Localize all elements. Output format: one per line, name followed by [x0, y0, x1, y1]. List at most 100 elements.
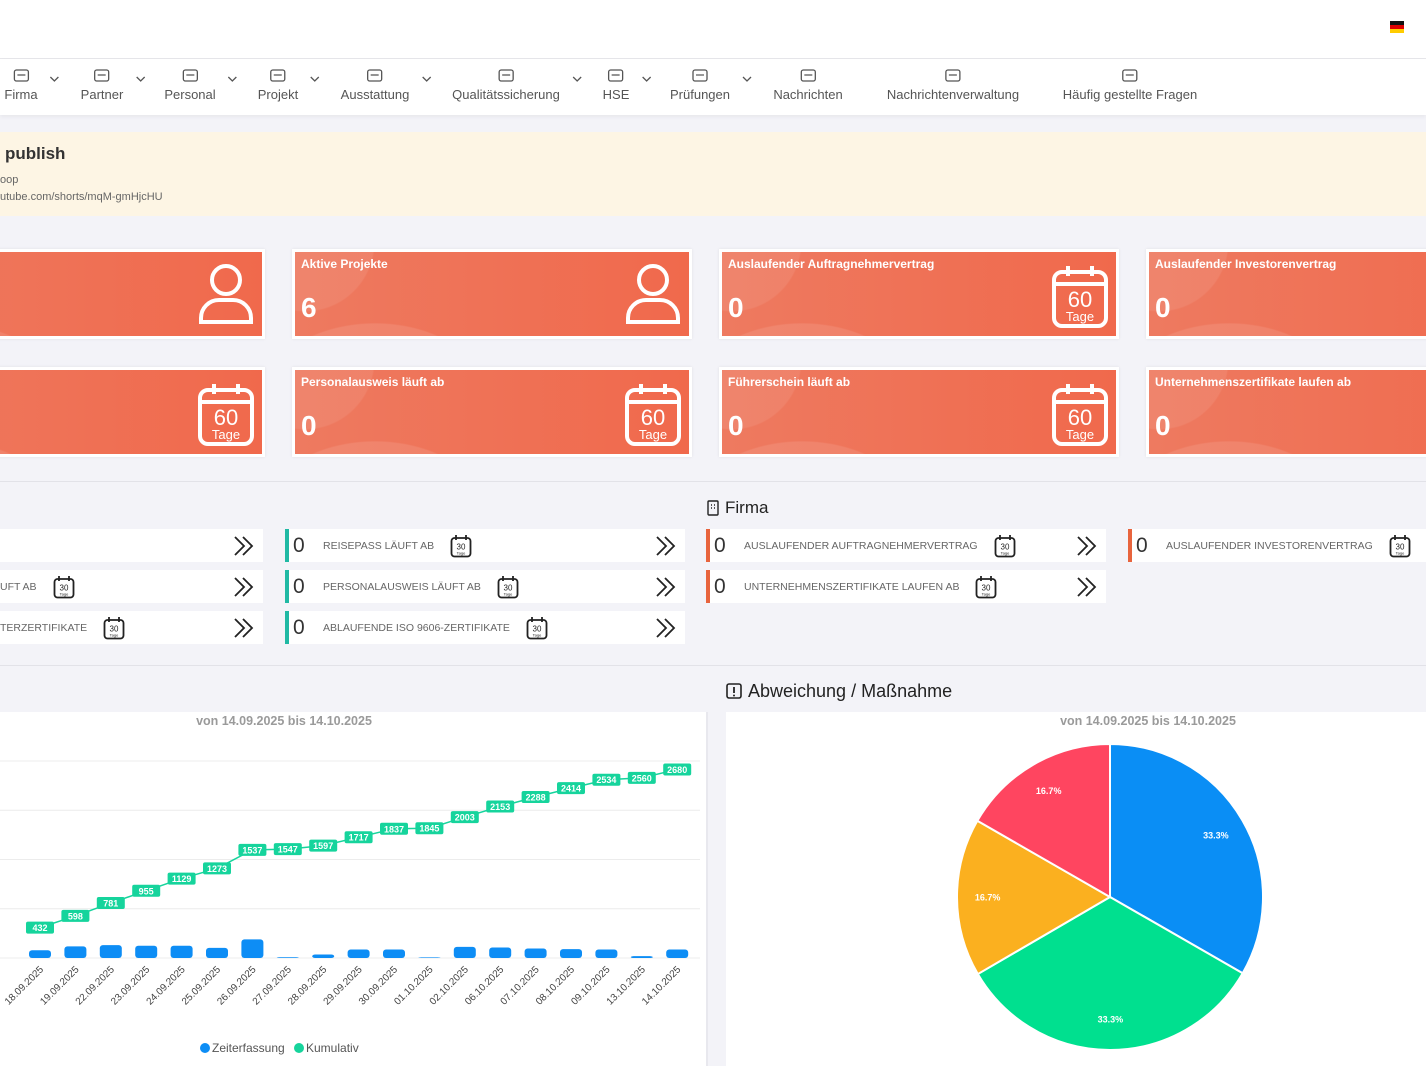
- card-value: 0: [1155, 410, 1171, 441]
- legend-marker: [200, 1043, 210, 1053]
- icon-shape: [625, 388, 681, 446]
- data-label-box: [273, 843, 302, 856]
- nav-icon: [182, 69, 198, 82]
- nav-label: Personal: [164, 87, 216, 102]
- icon-badge: 60: [214, 405, 238, 430]
- nav-chevron: [742, 76, 752, 82]
- data-label: 1547: [278, 845, 298, 855]
- stat-card: Aktive Projekte 6: [292, 249, 692, 339]
- data-label-box: [96, 897, 125, 910]
- card-value: 6: [301, 292, 317, 323]
- data-label: 781: [103, 899, 118, 909]
- data-label-box: [592, 773, 621, 786]
- nav-label: HSE: [602, 87, 630, 102]
- nav-item[interactable]: Prüfungen: [670, 67, 752, 102]
- data-label: 2414: [561, 784, 581, 794]
- data-label: 1845: [419, 824, 439, 834]
- chevron: [242, 577, 254, 597]
- nav-label: Häufig gestellte Fragen: [1062, 87, 1198, 102]
- data-label: 16.7%: [1036, 786, 1062, 796]
- icon-badge: 30: [532, 624, 541, 633]
- data-label: 1597: [313, 841, 333, 851]
- stat-card: 60 Tage: [0, 367, 265, 457]
- bar: [453, 946, 476, 958]
- nav-item[interactable]: Personal: [164, 67, 238, 102]
- list-row: 0 PERSONALAUSWEIS LÄUFT AB 30 Tage: [285, 570, 685, 603]
- stat-card: Auslaufender Investorenvertrag 0: [1146, 249, 1426, 339]
- data-label: 2153: [490, 802, 510, 812]
- nav-icon: [692, 69, 708, 82]
- data-label: 33.3%: [1098, 1014, 1124, 1024]
- separator: [0, 665, 1426, 666]
- icon-shape: [945, 69, 961, 82]
- nav-label: Qualitätssicherung: [452, 87, 560, 102]
- legend-marker: [294, 1043, 304, 1053]
- nav-item[interactable]: Partner: [81, 67, 145, 102]
- pie-slice: [976, 895, 1245, 1051]
- nav-label: Firma: [4, 87, 38, 102]
- nav-item[interactable]: Nachrichten: [773, 67, 843, 102]
- row-label: REISEPASS LÄUFT AB: [323, 539, 435, 552]
- nav-item[interactable]: Häufig gestellte Fragen: [1063, 67, 1197, 102]
- row-more[interactable]: [232, 576, 256, 598]
- bar: [595, 949, 618, 958]
- heading-icon: [707, 500, 719, 516]
- icon-shape: [707, 500, 719, 516]
- card-title: Auslaufender Auftragnehmervertrag: [728, 257, 935, 271]
- nav-item[interactable]: Firma: [4, 67, 60, 102]
- icon-badge: 30: [110, 624, 119, 633]
- icon-badge-unit: Tage: [982, 591, 991, 596]
- nav-bar: Firma Partner Personal Projekt Ausstattung Qu…: [0, 59, 1426, 115]
- chevron: [656, 577, 668, 597]
- icon-shape: [692, 69, 708, 82]
- bar: [666, 949, 689, 958]
- nav-item[interactable]: HSE: [602, 67, 651, 102]
- row-more[interactable]: [232, 535, 256, 557]
- data-label-box: [203, 862, 231, 875]
- icon-shape: [210, 264, 242, 296]
- icon-shape: [103, 618, 125, 639]
- language-flag[interactable]: [1390, 21, 1404, 33]
- icon-badge: 30: [982, 583, 991, 592]
- row-more[interactable]: [654, 617, 678, 639]
- chevron: [50, 76, 60, 82]
- row-more[interactable]: [654, 535, 678, 557]
- data-label-box: [521, 791, 550, 804]
- bar: [489, 947, 512, 958]
- data-label: 33.3%: [1203, 831, 1229, 841]
- nav-item[interactable]: Projekt: [257, 67, 320, 102]
- row-more[interactable]: [1075, 576, 1099, 598]
- data-label: 2560: [632, 773, 652, 783]
- nav-item[interactable]: Qualitätssicherung: [452, 67, 582, 102]
- data-label-box: [486, 800, 515, 813]
- data-label: 1273: [207, 864, 227, 874]
- row-label: TERZERTIFIKATE: [0, 621, 88, 634]
- bar: [64, 946, 87, 958]
- row-more[interactable]: [654, 576, 678, 598]
- card-title: Unternehmenszertifikate laufen ab: [1155, 375, 1352, 389]
- chevron: [234, 618, 246, 638]
- nav-item[interactable]: Nachrichtenverwaltung: [887, 67, 1019, 102]
- nav-label: Nachrichtenverwaltung: [886, 87, 1020, 102]
- row-more[interactable]: [232, 617, 256, 639]
- data-label-box: [450, 811, 479, 824]
- icon-badge-unit: Tage: [1066, 309, 1094, 324]
- bar: [560, 949, 582, 958]
- nav-item[interactable]: Ausstattung: [341, 67, 431, 102]
- row-value: 0: [293, 574, 305, 598]
- icon-badge-unit: Tage: [457, 550, 466, 555]
- icon-shape: [199, 298, 253, 324]
- chevron: [572, 76, 582, 82]
- pie-slice: [1109, 742, 1264, 975]
- nav-icon: [945, 69, 961, 82]
- row-label: AUSLAUFENDER AUFTRAGNEHMERVERTRAG: [744, 539, 978, 552]
- data-label-box: [167, 872, 196, 885]
- chevron: [664, 577, 676, 597]
- nav-label: Projekt: [257, 87, 299, 102]
- icon-badge-unit: Tage: [212, 427, 240, 442]
- chevron: [656, 536, 668, 556]
- row-more[interactable]: [1075, 535, 1099, 557]
- chevron: [228, 76, 238, 82]
